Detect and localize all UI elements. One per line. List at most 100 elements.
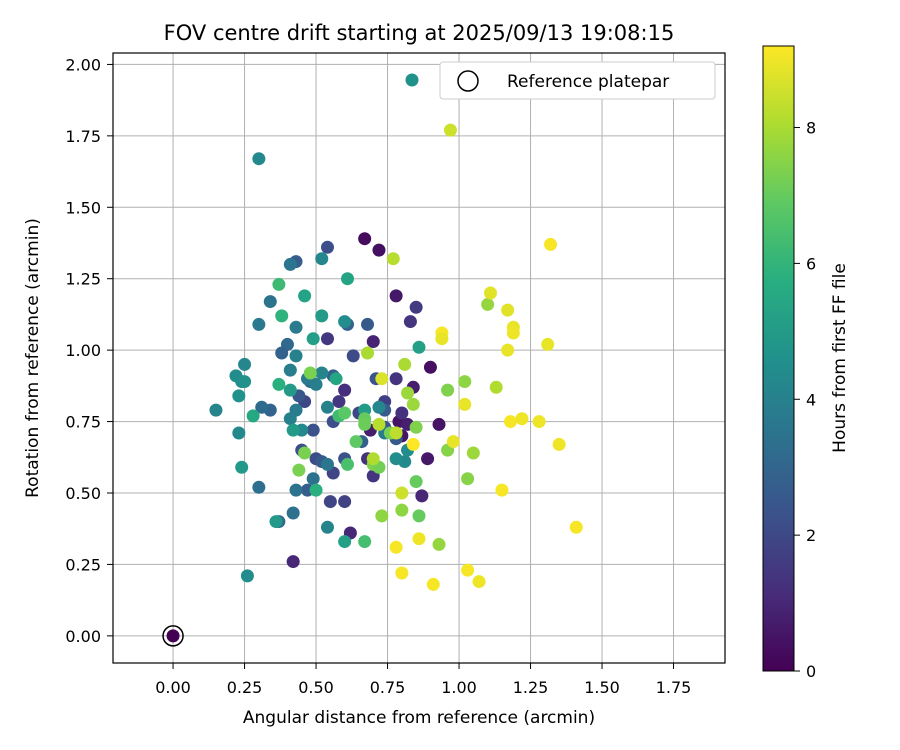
data-point <box>415 489 429 503</box>
data-point <box>315 309 329 323</box>
data-point <box>461 563 475 577</box>
data-point <box>286 506 300 520</box>
x-tick-label: 1.25 <box>513 678 549 697</box>
colorbar-tick-label: 2 <box>806 526 816 545</box>
colorbar-ticks: 0 2 4 6 8 <box>794 119 816 681</box>
data-point <box>246 409 260 423</box>
data-point <box>375 509 389 523</box>
data-point <box>283 257 297 271</box>
data-point <box>341 457 355 471</box>
data-point <box>506 326 520 340</box>
legend-reference-marker <box>457 70 479 92</box>
y-tick-label: 1.25 <box>65 270 101 289</box>
plot-frame <box>112 52 726 664</box>
data-point <box>495 483 509 497</box>
legend-series-marker <box>405 73 419 87</box>
data-point <box>338 495 352 509</box>
data-point <box>349 435 363 449</box>
data-point <box>472 575 486 589</box>
data-point <box>361 317 375 331</box>
data-point <box>441 383 455 397</box>
data-point <box>263 295 277 309</box>
data-point <box>320 240 334 254</box>
data-point <box>443 123 457 137</box>
y-tick-label: 1.00 <box>65 341 101 360</box>
data-point <box>389 540 403 554</box>
y-tick-label: 0.50 <box>65 484 101 503</box>
data-point <box>272 277 286 291</box>
data-point <box>252 152 266 166</box>
y-tick-label: 0.75 <box>65 413 101 432</box>
data-point <box>235 460 249 474</box>
colorbar-tick-label: 8 <box>806 119 816 138</box>
data-point <box>286 555 300 569</box>
data-point <box>286 423 300 437</box>
data-point <box>504 415 518 429</box>
data-point <box>298 289 312 303</box>
data-point <box>283 412 297 426</box>
data-point <box>289 349 303 363</box>
data-point <box>481 297 495 311</box>
data-point <box>292 463 306 477</box>
x-tick-label: 0.75 <box>370 678 406 697</box>
data-point <box>423 360 437 374</box>
data-point <box>238 357 252 371</box>
data-point <box>461 472 475 486</box>
data-point <box>283 363 297 377</box>
data-point <box>372 243 386 257</box>
x-tick-label: 1.50 <box>584 678 620 697</box>
data-point <box>315 366 329 380</box>
data-point <box>366 452 380 466</box>
data-point <box>489 380 503 394</box>
data-point <box>401 386 415 400</box>
data-point <box>432 417 446 431</box>
data-point <box>483 286 497 300</box>
colorbar-tick-label: 4 <box>806 390 816 409</box>
data-point <box>289 320 303 334</box>
data-point <box>306 423 320 437</box>
data-point <box>541 337 555 351</box>
data-point <box>395 406 409 420</box>
data-point <box>341 272 355 286</box>
y-tick-label: 1.75 <box>65 127 101 146</box>
data-point <box>386 252 400 266</box>
data-point <box>320 457 334 471</box>
data-point <box>338 315 352 329</box>
data-point <box>515 412 529 426</box>
data-point <box>395 486 409 500</box>
data-point <box>466 446 480 460</box>
y-tick-label: 0.00 <box>65 627 101 646</box>
data-point <box>298 446 312 460</box>
data-point <box>406 437 420 451</box>
data-point <box>320 332 334 346</box>
data-point <box>421 452 435 466</box>
data-point <box>375 372 389 386</box>
data-point <box>320 520 334 534</box>
data-point <box>398 357 412 371</box>
data-point <box>409 475 423 489</box>
x-tick-label: 1.00 <box>441 678 477 697</box>
data-point <box>412 532 426 546</box>
x-axis-label: Angular distance from reference (arcmin) <box>243 708 595 728</box>
data-point <box>458 375 472 389</box>
colorbar-tick-label: 6 <box>806 254 816 273</box>
data-point <box>346 349 360 363</box>
y-tick-label: 2.00 <box>65 55 101 74</box>
grid-lines <box>113 53 725 663</box>
colorbar-tick-label: 0 <box>806 662 816 681</box>
y-axis-ticks: 0.00 0.25 0.50 0.75 1.00 1.25 1.50 1.75 2.00 <box>65 55 113 646</box>
data-point <box>309 377 323 391</box>
data-point <box>275 346 289 360</box>
data-point <box>412 509 426 523</box>
reference-ring <box>162 625 184 647</box>
data-point <box>209 403 223 417</box>
x-tick-label: 0.50 <box>298 678 334 697</box>
data-point <box>238 375 252 389</box>
data-point <box>406 397 420 411</box>
reference-point <box>166 629 180 643</box>
data-point <box>320 400 334 414</box>
data-point <box>372 400 386 414</box>
data-point <box>532 415 546 429</box>
data-point <box>358 232 372 246</box>
